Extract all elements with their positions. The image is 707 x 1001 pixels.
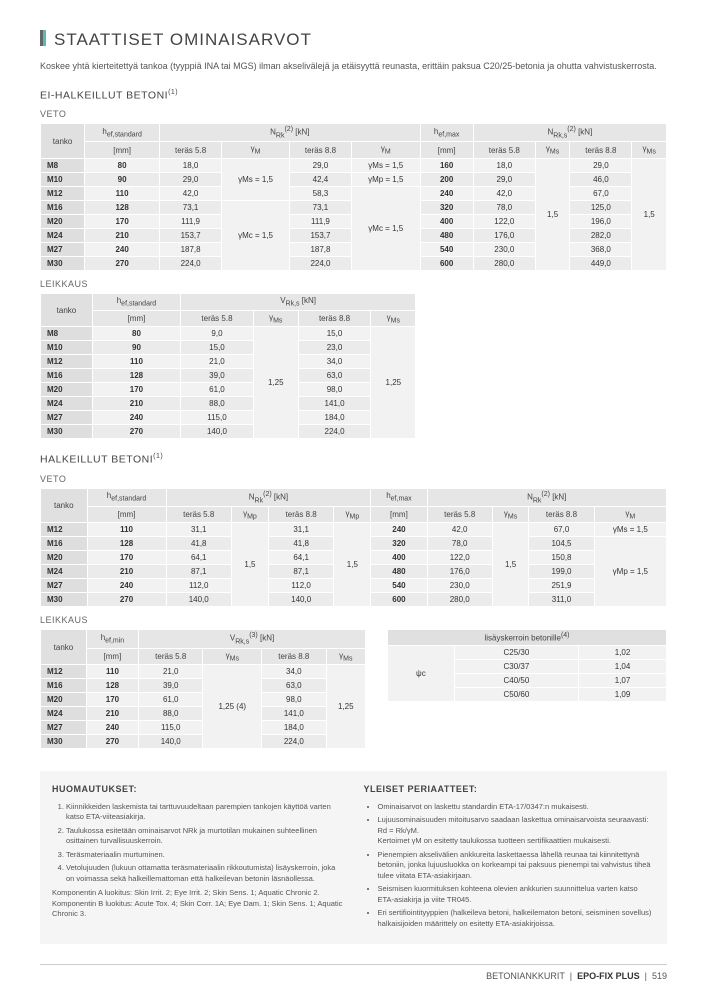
section-marker xyxy=(40,30,46,46)
th-t88: teräs 8.8 xyxy=(289,142,351,159)
th-ym: γM xyxy=(222,142,290,159)
table-leikkaus-1: tanko hef,standard VRk,s [kN] [mm] teräs… xyxy=(40,293,416,439)
subheading-leikkaus-1: LEIKKAUS xyxy=(40,279,667,289)
table-row: M20 xyxy=(41,383,93,397)
table-row: M27 xyxy=(41,721,87,735)
th-nrk: NRk(2) [kN] xyxy=(160,124,420,142)
table-row: M27 xyxy=(41,579,88,593)
table-row: M8 xyxy=(41,327,93,341)
table-row: M24 xyxy=(41,228,85,242)
table-row: M24 xyxy=(41,565,88,579)
table-row: M12 xyxy=(41,186,85,200)
table-row: M8 xyxy=(41,158,85,172)
page-footer: BETONIANKKURIT | EPO-FIX PLUS | 519 xyxy=(40,964,667,981)
th-mm: [mm] xyxy=(85,142,160,159)
page-title: STAATTISET OMINAISARVOT xyxy=(54,30,667,50)
heading-halkeillut: HALKEILLUT BETONI(1) xyxy=(40,453,667,466)
notes-heading-1: HUOMAUTUKSET: xyxy=(52,783,344,796)
th-nrks: NRk,s(2) [kN] xyxy=(473,124,666,142)
table-row: M20 xyxy=(41,693,87,707)
table-row: M30 xyxy=(41,256,85,270)
th-t58b: teräs 5.8 xyxy=(473,142,535,159)
table-row: M16 xyxy=(41,537,88,551)
table-lisayskerroin: lisäyskerroin betonille(4) ψcC25/301,02C… xyxy=(387,629,667,702)
table-row: M20 xyxy=(41,214,85,228)
notes-heading-2: YLEISET PERIAATTEET: xyxy=(364,783,656,796)
table-row: M12 xyxy=(41,523,88,537)
subheading-veto-2: VETO xyxy=(40,474,667,484)
th-hefmax: hef,max xyxy=(420,124,473,142)
table-row: M20 xyxy=(41,551,88,565)
note-3: Teräsmateriaalin murtuminen. xyxy=(66,850,344,861)
table-leikkaus-2: tanko hef,min VRk,s(3) [kN] [mm] teräs 5… xyxy=(40,629,366,749)
th-t88b: teräs 8.8 xyxy=(570,142,632,159)
th-hefstd: hef,standard xyxy=(92,293,180,310)
th-mm2: [mm] xyxy=(420,142,473,159)
th-ym2: γM xyxy=(351,142,420,159)
notes-section: HUOMAUTUKSET: Kiinnikkeiden laskemista t… xyxy=(40,771,667,944)
th-hefstd: hef,standard xyxy=(85,124,160,142)
heading-ei-halkeillut: EI-HALKEILLUT BETONI(1) xyxy=(40,89,667,102)
table-veto-1: tanko hef,standard NRk(2) [kN] hef,max N… xyxy=(40,123,667,271)
th-t58: teräs 5.8 xyxy=(160,142,222,159)
subheading-veto-1: VETO xyxy=(40,109,667,119)
note-komponentin: Komponentin A luokitus: Skin Irrit. 2; E… xyxy=(52,888,344,920)
subheading-leikkaus-2: LEIKKAUS xyxy=(40,615,667,625)
table-row: M12 xyxy=(41,665,87,679)
principle-3: Pienempien akselivälien ankkureita laske… xyxy=(378,850,656,882)
table-row: M10 xyxy=(41,341,93,355)
th-lisays: lisäyskerroin betonille(4) xyxy=(388,630,667,646)
psi-c-label: ψc xyxy=(388,646,455,702)
th-tanko: tanko xyxy=(41,124,85,159)
table-row: C40/50 xyxy=(454,674,578,688)
principle-2: Lujuusominaisuuden mitoitusarvo saadaan … xyxy=(378,815,656,847)
table-row: M30 xyxy=(41,735,87,749)
table-row: C30/37 xyxy=(454,660,578,674)
note-2: Taulukossa esitetään ominaisarvot NRk ja… xyxy=(66,826,344,847)
table-row: M12 xyxy=(41,355,93,369)
table-row: M30 xyxy=(41,425,93,439)
th-yms2: γMs xyxy=(632,142,667,159)
th-vrks: VRk,s [kN] xyxy=(181,293,416,310)
note-4: Vetolujuuden (lukuun ottamatta teräsmate… xyxy=(66,863,344,884)
table-row: M16 xyxy=(41,369,93,383)
principle-4: Seismisen kuormituksen kohteena olevien … xyxy=(378,884,656,905)
table-row: C25/30 xyxy=(454,646,578,660)
th-yms: γMs xyxy=(535,142,570,159)
table-row: M24 xyxy=(41,707,87,721)
table-row: M24 xyxy=(41,397,93,411)
table-row: M10 xyxy=(41,172,85,186)
th-tanko: tanko xyxy=(41,293,93,326)
table-veto-2: tanko hef,standard NRk(2) [kN] hef,max N… xyxy=(40,488,667,608)
table-row: M16 xyxy=(41,200,85,214)
principle-1: Ominaisarvot on laskettu standardin ETA-… xyxy=(378,802,656,813)
table-row: M30 xyxy=(41,593,88,607)
table-row: M27 xyxy=(41,242,85,256)
table-row: C50/60 xyxy=(454,688,578,702)
intro-text: Koskee yhtä kierteitettyä tankoa (tyyppi… xyxy=(40,60,667,73)
note-1: Kiinnikkeiden laskemista tai tarttuvuude… xyxy=(66,802,344,823)
principle-5: Eri sertifiointityyppien (halkeileva bet… xyxy=(378,908,656,929)
table-row: M27 xyxy=(41,411,93,425)
table-row: M16 xyxy=(41,679,87,693)
